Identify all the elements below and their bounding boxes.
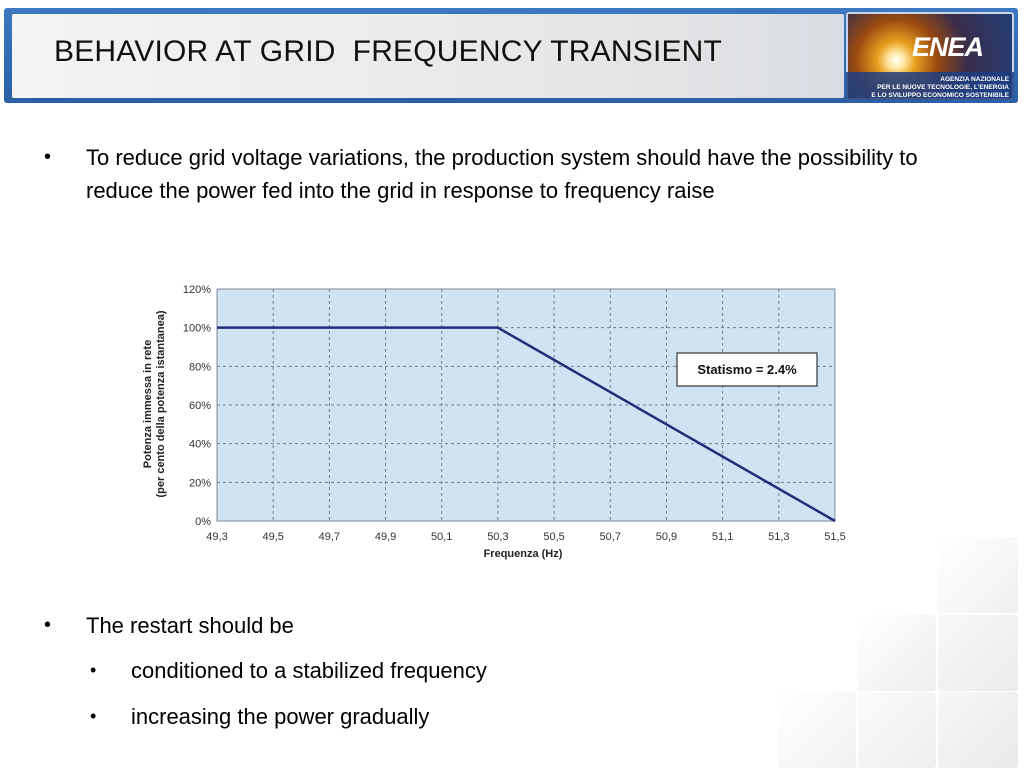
y-tick-label: 20% [189, 477, 211, 489]
x-tick-label: 49,5 [262, 531, 283, 543]
bullet-marker: • [44, 146, 52, 168]
enea-logo-graphic: ENEA AGENZIA NAZIONALE PER LE NUOVE TECN… [846, 32, 1014, 100]
y-tick-label: 60% [189, 400, 211, 412]
y-tick-label: 120% [183, 284, 211, 296]
bullet-marker: • [90, 706, 97, 726]
x-tick-label: 50,5 [543, 531, 564, 543]
y-tick-label: 80% [189, 361, 211, 373]
title-panel: BEHAVIOR AT GRID FREQUENCY TRANSIENT [12, 14, 844, 98]
bullet-text: To reduce grid voltage variations, the p… [86, 145, 918, 203]
bullet-marker: • [44, 614, 52, 636]
y-tick-label: 100% [183, 323, 211, 335]
bullet-text: conditioned to a stabilized frequency [131, 658, 487, 683]
x-tick-label: 50,3 [487, 531, 508, 543]
decorative-square [938, 692, 1018, 768]
series-line [217, 326, 836, 523]
x-axis-title: Frequenza (Hz) [484, 548, 563, 560]
logo-wordmark: ENEA [912, 32, 983, 62]
header-bar: BEHAVIOR AT GRID FREQUENCY TRANSIENT ENE… [4, 8, 1018, 103]
bullet-text: increasing the power gradually [131, 704, 430, 729]
frequency-power-chart: 0% 20% 40% 60% 80% 100% 120% 49,3 49,5 49,7 49,9 50… [142, 284, 846, 560]
decorative-square [938, 537, 1018, 613]
y-tick-label: 0% [195, 516, 211, 528]
y-axis-title-line-2: (per cento della potenza istantanea) [155, 310, 167, 497]
x-tick-label: 51,1 [712, 531, 733, 543]
x-tick-label: 50,7 [600, 531, 621, 543]
x-tick-label: 50,1 [431, 531, 452, 543]
bullet-text: The restart should be [86, 613, 294, 638]
logo-line-2: PER LE NUOVE TECNOLOGIE, L'ENERGIA [877, 84, 1009, 91]
y-axis-title-line-1: Potenza immessa in rete [142, 340, 154, 468]
y-tick-label: 40% [189, 439, 211, 451]
x-tick-label: 49,7 [319, 531, 340, 543]
logo-line-1: AGENZIA NAZIONALE [940, 76, 1009, 83]
x-tick-label: 49,3 [206, 531, 227, 543]
droop-annotation: Statismo = 2.4% [676, 352, 818, 387]
x-tick-label: 51,5 [824, 531, 845, 543]
droop-annotation-label: Statismo = 2.4% [697, 362, 797, 377]
bullet-marker: • [90, 660, 97, 680]
decorative-square [858, 615, 936, 691]
slide-title: BEHAVIOR AT GRID FREQUENCY TRANSIENT [54, 35, 723, 68]
x-tick-label: 51,3 [768, 531, 789, 543]
decorative-square [858, 692, 936, 768]
enea-logo: ENEA AGENZIA NAZIONALE PER LE NUOVE TECN… [846, 12, 1014, 100]
x-tick-label: 50,9 [656, 531, 677, 543]
x-tick-label: 49,9 [375, 531, 396, 543]
logo-line-3: E LO SVILUPPO ECONOMICO SOSTENIBILE [871, 92, 1009, 99]
decorative-square [938, 615, 1018, 691]
decorative-square [778, 692, 856, 768]
